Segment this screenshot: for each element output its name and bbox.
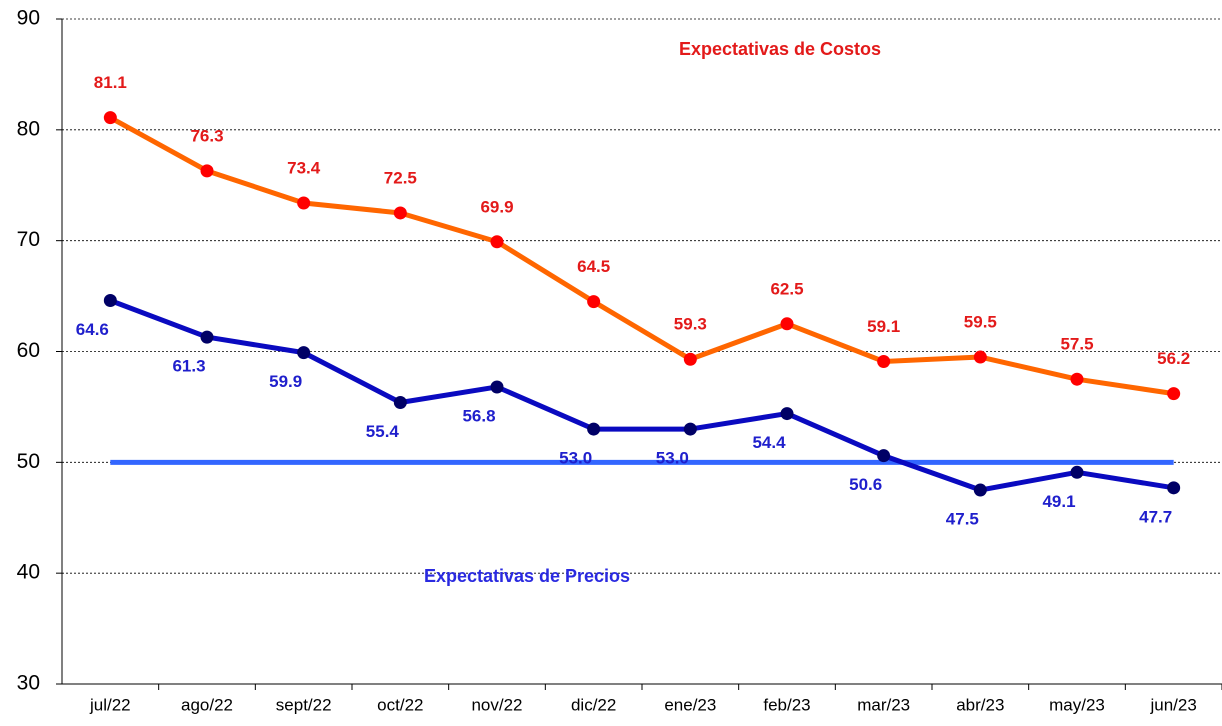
series-line (109, 298, 1175, 493)
value-label: 59.3 (674, 315, 707, 334)
x-tick-label: sept/22 (276, 695, 332, 714)
value-label: 62.5 (770, 279, 803, 298)
value-label: 72.5 (384, 168, 417, 187)
value-label: 53.0 (559, 449, 592, 468)
x-tick-label: jun/23 (1150, 695, 1197, 714)
x-tick-label: mar/23 (857, 695, 910, 714)
marker (780, 317, 794, 331)
value-label: 59.9 (269, 372, 302, 391)
marker (103, 294, 117, 308)
y-tick-label: 30 (17, 672, 40, 695)
marker (103, 111, 117, 125)
value-label: 69.9 (480, 197, 513, 216)
marker (393, 395, 407, 409)
x-tick-label: ene/23 (664, 695, 716, 714)
x-tick-label: feb/23 (763, 695, 810, 714)
marker (973, 350, 987, 364)
value-label: 49.1 (1042, 492, 1075, 511)
value-label: 59.5 (964, 313, 997, 332)
value-label: 81.1 (94, 73, 127, 92)
marker (1070, 465, 1084, 479)
marker (1167, 481, 1181, 495)
value-label: 56.8 (462, 406, 495, 425)
value-label: 56.2 (1157, 349, 1190, 368)
value-label: 55.4 (366, 422, 400, 441)
marker (780, 407, 794, 421)
series-name: Expectativas de Costos (679, 39, 881, 59)
value-label: 50.6 (849, 475, 882, 494)
x-tick-label: jul/22 (89, 695, 131, 714)
value-label: 53.0 (656, 449, 689, 468)
value-label: 64.5 (577, 257, 610, 276)
series-line (109, 115, 1175, 397)
marker (490, 380, 504, 394)
value-label: 73.4 (287, 158, 321, 177)
marker (587, 295, 601, 309)
marker (200, 330, 214, 344)
value-label: 47.7 (1139, 507, 1172, 526)
x-tick-label: may/23 (1049, 695, 1105, 714)
value-label: 47.5 (946, 510, 979, 529)
marker (1070, 372, 1084, 386)
x-tick-label: dic/22 (571, 695, 616, 714)
y-tick-label: 70 (17, 228, 40, 251)
y-tick-label: 40 (17, 561, 40, 584)
x-tick-label: abr/23 (956, 695, 1004, 714)
y-tick-label: 90 (17, 7, 40, 30)
value-label: 64.6 (76, 320, 109, 339)
x-tick-label: ago/22 (181, 695, 233, 714)
series-name: Expectativas de Precios (424, 566, 630, 586)
marker (877, 354, 891, 368)
value-label: 61.3 (172, 357, 205, 376)
marker (393, 206, 407, 220)
y-tick-label: 60 (17, 339, 40, 362)
marker (683, 422, 697, 436)
marker (490, 235, 504, 249)
marker (297, 196, 311, 210)
value-label: 54.4 (752, 433, 786, 452)
marker (1167, 387, 1181, 401)
x-tick-label: oct/22 (377, 695, 423, 714)
marker (297, 346, 311, 360)
x-tick-label: nov/22 (471, 695, 522, 714)
y-tick-label: 80 (17, 117, 40, 140)
value-label: 76.3 (190, 126, 223, 145)
marker (587, 422, 601, 436)
marker (200, 164, 214, 178)
marker (877, 449, 891, 463)
marker (683, 352, 697, 366)
marker (973, 483, 987, 497)
y-tick-label: 50 (17, 450, 40, 473)
value-label: 57.5 (1060, 335, 1093, 354)
value-label: 59.1 (867, 317, 900, 336)
